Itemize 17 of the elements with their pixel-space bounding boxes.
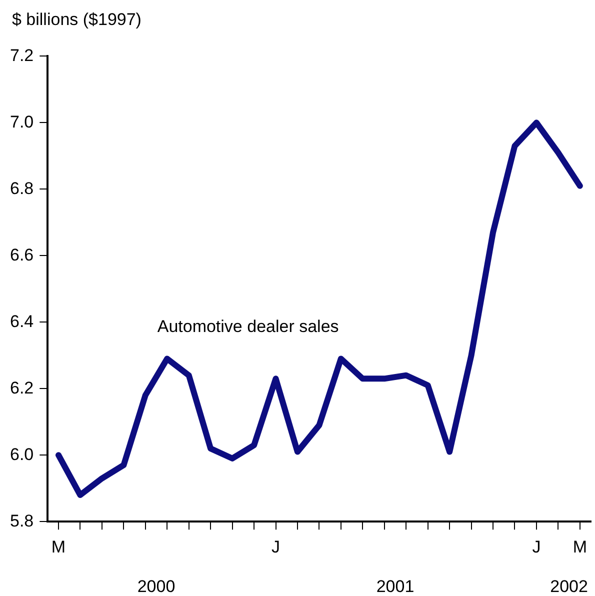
text: 2002 [550, 577, 588, 596]
y-tick-label: 6.2 [10, 378, 34, 398]
series-label: Automotive dealer sales [157, 317, 339, 336]
x-tick-label: M [51, 537, 66, 556]
y-tick-label: 5.8 [10, 511, 34, 530]
y-tick-label: 6.0 [10, 444, 34, 464]
text: 2001 [376, 577, 414, 596]
y-tick-label: 6.8 [10, 178, 34, 198]
x-tick-label: M [572, 537, 588, 556]
y-tick-label: 7.2 [10, 46, 34, 65]
y-tick-label: 7.0 [10, 112, 34, 132]
x-tick-label: J [272, 537, 280, 556]
y-tick-label: 6.4 [10, 312, 34, 331]
y-axis-title: $ billions ($1997) [12, 10, 142, 30]
x-tick-label: J [532, 537, 541, 556]
y-tick-label: 6.6 [10, 245, 34, 264]
text: 2000 [137, 577, 176, 596]
